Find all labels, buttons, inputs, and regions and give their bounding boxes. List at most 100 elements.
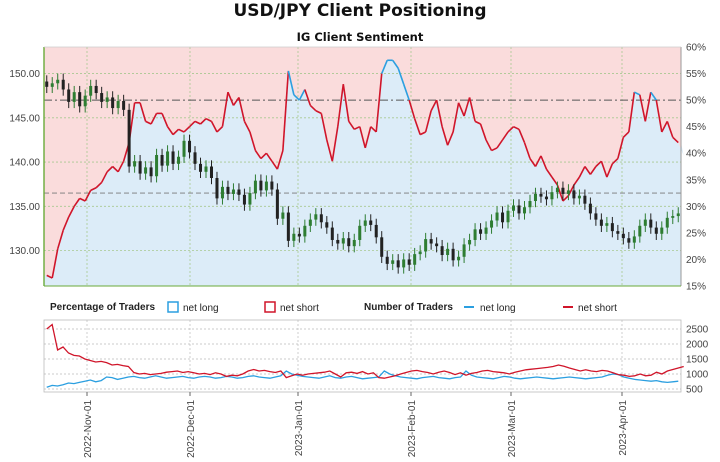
sentiment-line-segment xyxy=(254,150,262,159)
candle-body xyxy=(369,220,373,225)
candle-body xyxy=(528,201,532,208)
candle-body xyxy=(292,233,296,241)
candle-body xyxy=(144,167,148,174)
sentiment-line-segment xyxy=(238,97,246,122)
sentiment-line-segment xyxy=(56,230,64,250)
candle-body xyxy=(638,225,642,237)
sentiment-line-segment xyxy=(661,120,668,133)
candle-body xyxy=(275,189,279,219)
candle-body xyxy=(204,166,208,172)
candle-body xyxy=(220,186,224,199)
candle-body xyxy=(396,260,400,268)
sentiment-line-segment xyxy=(150,113,158,125)
candle-body xyxy=(512,205,516,211)
sentiment-line-segment xyxy=(304,89,312,106)
legend-num-title: Number of Traders xyxy=(364,302,453,313)
candle-body xyxy=(122,100,126,110)
candle-body xyxy=(166,151,170,166)
sub-y-tick-label: 2000 xyxy=(686,340,709,351)
candle-body xyxy=(654,227,658,234)
sentiment-line-segment xyxy=(188,120,196,128)
candle-body xyxy=(671,216,675,218)
sentiment-line-segment xyxy=(507,126,515,133)
sentiment-line-segment xyxy=(84,190,92,202)
main-panel: 130.00 135.00 140.00 145.00 150.00 15% 20% 25% 3… xyxy=(9,43,706,293)
candle-body xyxy=(155,154,159,177)
sentiment-line-segment xyxy=(666,121,674,138)
candle-body xyxy=(385,256,389,264)
sentiment-line-segment xyxy=(518,129,526,143)
sentiment-line-segment xyxy=(529,158,537,167)
candle-body xyxy=(522,207,527,214)
sentiment-line-segment xyxy=(90,187,97,192)
sentiment-line-segment xyxy=(523,142,531,159)
candle-body xyxy=(56,79,60,84)
sentiment-line-segment xyxy=(287,70,295,95)
candle-body xyxy=(616,231,620,234)
candle-body xyxy=(314,214,318,220)
x-tick-label: 2023-Mar-01 xyxy=(507,400,518,458)
legend-pct-long-label: net long xyxy=(183,303,219,314)
y-right-tick-label: 15% xyxy=(686,282,706,293)
sentiment-line-segment xyxy=(578,166,586,178)
candle-body xyxy=(506,210,510,223)
y-right-tick-label: 20% xyxy=(686,255,706,266)
candle-body xyxy=(440,246,444,256)
sub-panel: 500 1000 1500 2000 2500 2022-Nov-01 2022-Dec-0… xyxy=(43,319,709,458)
candle-body xyxy=(413,254,417,265)
sentiment-line-segment xyxy=(589,166,597,175)
sentiment-line-segment xyxy=(441,126,449,146)
sentiment-line-segment xyxy=(249,131,257,151)
candle-body xyxy=(177,156,181,164)
y-right-tick-label: 25% xyxy=(686,228,706,239)
legend-pct-short-label: net short xyxy=(280,303,319,314)
candle-body xyxy=(270,181,274,190)
sub-y-tick-label: 2500 xyxy=(686,325,709,336)
series-net-long xyxy=(46,370,679,388)
candle-body xyxy=(83,95,87,107)
sentiment-line-segment xyxy=(430,99,438,112)
candle-body xyxy=(649,219,653,228)
candle-body xyxy=(374,224,378,238)
sentiment-line-segment xyxy=(468,97,476,122)
sentiment-line-segment xyxy=(145,120,152,125)
candle-body xyxy=(605,223,609,226)
candle-body xyxy=(451,248,455,261)
candle-body xyxy=(61,79,65,90)
sentiment-line-segment xyxy=(172,128,180,136)
sentiment-line-segment xyxy=(309,104,317,112)
y-left-tick-label: 130.00 xyxy=(9,246,40,257)
candle-body xyxy=(391,260,395,264)
sentiment-line-segment xyxy=(655,99,663,133)
y-right-tick-label: 30% xyxy=(686,202,706,213)
sentiment-line-segment xyxy=(540,155,548,170)
candle-body xyxy=(50,83,54,87)
series-net-short xyxy=(46,323,684,379)
candle-body xyxy=(336,239,340,244)
x-tick-label: 2022-Dec-01 xyxy=(186,400,197,458)
sub-frame xyxy=(43,319,682,393)
candle-body xyxy=(182,140,186,157)
sentiment-line-segment xyxy=(282,70,290,151)
candle-body xyxy=(539,193,543,197)
sentiment-line-segment xyxy=(227,91,235,106)
candle-body xyxy=(462,244,466,257)
candle-body xyxy=(561,187,565,194)
legend-num-long-label: net long xyxy=(480,303,516,314)
sentiment-line-segment xyxy=(315,110,322,115)
candle-body xyxy=(281,212,285,219)
candle-body xyxy=(627,238,631,243)
candle-body xyxy=(643,219,647,226)
candle-body xyxy=(572,190,576,199)
candle-body xyxy=(418,251,422,255)
sentiment-line-segment xyxy=(672,136,679,144)
candle-body xyxy=(495,212,499,221)
y-right-tick-label: 45% xyxy=(686,122,706,133)
sentiment-line-segment xyxy=(51,248,59,279)
sentiment-line-segment xyxy=(293,94,300,101)
candle-body xyxy=(67,89,71,102)
sentiment-line-segment xyxy=(644,91,652,122)
candle-body xyxy=(610,223,614,232)
candle-body xyxy=(242,194,246,205)
sentiment-line-segment xyxy=(364,126,372,149)
